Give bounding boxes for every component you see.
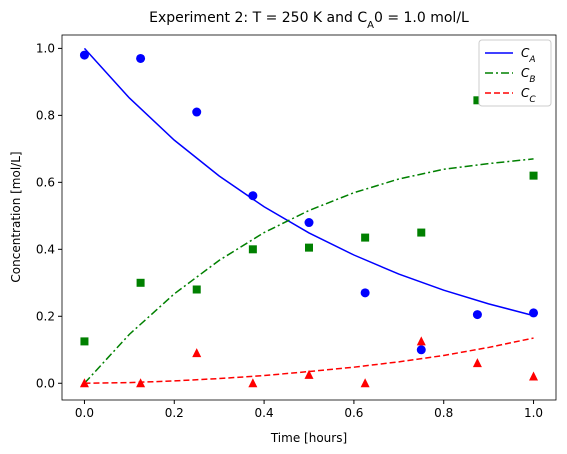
data-point bbox=[416, 345, 426, 355]
data-point bbox=[529, 171, 538, 180]
data-point bbox=[472, 310, 482, 320]
data-point bbox=[473, 96, 482, 105]
x-tick-label: 0.6 bbox=[344, 406, 363, 420]
y-tick-label: 0.2 bbox=[36, 309, 55, 323]
x-tick-label: 0.0 bbox=[75, 406, 94, 420]
plot-frame bbox=[61, 34, 557, 401]
legend-label: CB bbox=[521, 66, 536, 85]
x-tick-label: 0.8 bbox=[434, 406, 453, 420]
data-point bbox=[361, 233, 370, 242]
data-point bbox=[304, 218, 314, 228]
legend-box bbox=[478, 39, 552, 107]
y-axis-label: Concentration [mol/L] bbox=[9, 151, 23, 282]
data-point bbox=[136, 278, 145, 287]
data-point bbox=[472, 358, 482, 368]
legend-label: CA bbox=[521, 46, 536, 65]
model-line bbox=[83, 158, 534, 384]
chart-title: Experiment 2: T = 250 K and CA0 = 1.0 mo… bbox=[149, 10, 469, 31]
data-point bbox=[360, 288, 370, 298]
data-point bbox=[192, 107, 202, 117]
legend-label: CC bbox=[521, 86, 536, 105]
data-point bbox=[417, 228, 426, 237]
x-tick-label: 0.4 bbox=[255, 406, 274, 420]
data-point bbox=[248, 378, 258, 388]
model-line bbox=[84, 337, 534, 385]
data-point bbox=[136, 378, 146, 388]
title-part: 0 = 1.0 mol/L bbox=[374, 10, 469, 26]
y-tick-label: 0.8 bbox=[36, 108, 55, 122]
y-tick-label: 0.4 bbox=[36, 242, 55, 256]
title-part: A bbox=[367, 20, 374, 31]
x-tick-label: 0.2 bbox=[165, 406, 184, 420]
title-part: Experiment 2: T = 250 K and C bbox=[149, 10, 367, 26]
x-axis-label: Time [hours] bbox=[270, 431, 347, 445]
data-point bbox=[192, 285, 201, 294]
data-point bbox=[529, 371, 539, 381]
data-point bbox=[80, 337, 89, 346]
data-point bbox=[416, 336, 426, 346]
data-point bbox=[79, 50, 89, 60]
data-point bbox=[136, 53, 146, 63]
data-point bbox=[79, 378, 89, 388]
data-point bbox=[248, 191, 258, 201]
data-point bbox=[248, 245, 257, 254]
data-point bbox=[304, 369, 314, 379]
y-tick-label: 0.0 bbox=[36, 376, 55, 390]
y-tick-label: 1.0 bbox=[36, 41, 55, 55]
data-point bbox=[192, 348, 202, 358]
data-point bbox=[305, 243, 313, 252]
x-tick-label: 1.0 bbox=[524, 406, 543, 420]
y-tick-label: 0.6 bbox=[36, 175, 55, 189]
data-point bbox=[529, 308, 539, 318]
model-line bbox=[83, 47, 534, 317]
data-point bbox=[360, 378, 370, 388]
